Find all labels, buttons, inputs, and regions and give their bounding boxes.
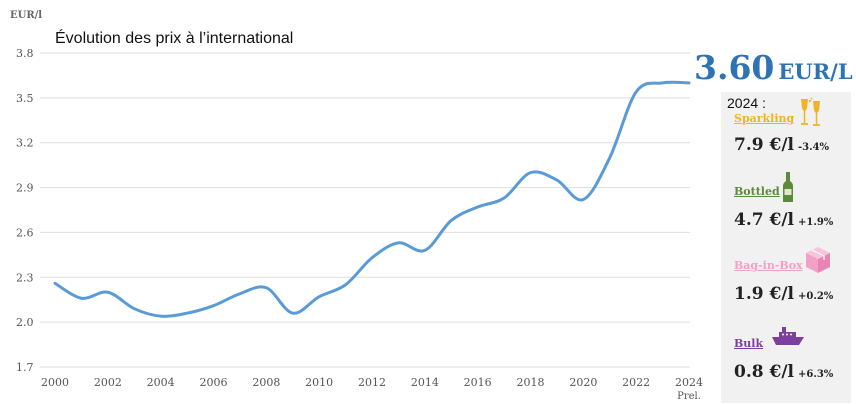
current-price-display: 3.60 EUR/L <box>694 48 853 87</box>
y-tick-label: 2.6 <box>16 226 34 239</box>
category-price-value: 4.7 €/l <box>734 210 794 230</box>
x-tick-label: 2002 <box>94 376 122 389</box>
y-tick-label: 3.8 <box>16 47 34 60</box>
category-name: Bulk <box>734 337 764 350</box>
category-price-value: 0.8 €/l <box>734 362 794 382</box>
y-tick-label: 2.9 <box>16 182 34 195</box>
category-panel: 2024 : Sparkling 7.9 €/l -3.4% Bottled 4.… <box>721 92 851 403</box>
y-axis-ticks: 1.7 2.0 2.3 2.6 2.9 3.2 3.5 3.8 <box>16 47 34 374</box>
panel-year-label: 2024 : <box>727 95 766 111</box>
category-change: +6.3% <box>798 369 834 380</box>
x-axis-ticks: 2000 2002 2004 2006 2008 2010 2012 2014 2016 2018… <box>41 376 703 402</box>
category-price-value: 7.9 €/l <box>734 135 794 155</box>
chart-title: Évolution des prix à l’international <box>55 30 294 47</box>
x-tick-label: 2016 <box>464 376 492 389</box>
y-tick-label: 1.7 <box>16 361 34 374</box>
x-tick-label: 2022 <box>622 376 650 389</box>
y-axis-label: EUR/l <box>10 10 43 21</box>
x-tick-label: 2024 <box>675 376 703 389</box>
chart-grid <box>40 52 690 368</box>
category-price: 1.9 €/l +0.2% <box>734 284 833 304</box>
category-price-value: 1.9 €/l <box>734 284 794 304</box>
category-price: 7.9 €/l -3.4% <box>734 135 829 155</box>
current-price-value: 3.60 <box>694 48 775 87</box>
category-price: 0.8 €/l +6.3% <box>734 362 833 382</box>
x-tick-label: 2020 <box>569 376 597 389</box>
wine-bottle-icon <box>783 172 793 202</box>
category-change: +1.9% <box>798 217 834 228</box>
y-tick-label: 3.2 <box>16 137 34 150</box>
y-tick-label: 2.0 <box>16 316 34 329</box>
x-tick-label: 2012 <box>358 376 386 389</box>
x-tick-label: 2006 <box>200 376 228 389</box>
x-tick-label: 2008 <box>252 376 280 389</box>
price-series-line <box>53 80 691 318</box>
category-name: Bag-in-Box <box>734 259 803 272</box>
category-name: Bottled <box>734 185 780 198</box>
box-icon <box>806 247 830 273</box>
champagne-glasses-icon <box>801 97 820 126</box>
x-tick-label: 2010 <box>305 376 333 389</box>
chart-series <box>53 80 691 318</box>
category-change: +0.2% <box>798 291 834 302</box>
x-tick-sublabel: Prel. <box>677 391 701 402</box>
category-price: 4.7 €/l +1.9% <box>734 210 833 230</box>
y-tick-label: 2.3 <box>16 271 34 284</box>
current-price-unit: EUR/L <box>778 59 853 84</box>
x-tick-label: 2018 <box>517 376 545 389</box>
ship-icon <box>772 327 804 345</box>
x-tick-label: 2014 <box>411 376 439 389</box>
x-tick-label: 2000 <box>41 376 69 389</box>
x-tick-label: 2004 <box>147 376 175 389</box>
category-change: -3.4% <box>798 142 830 153</box>
y-tick-label: 3.5 <box>16 92 34 105</box>
category-name: Sparkling <box>734 112 795 125</box>
